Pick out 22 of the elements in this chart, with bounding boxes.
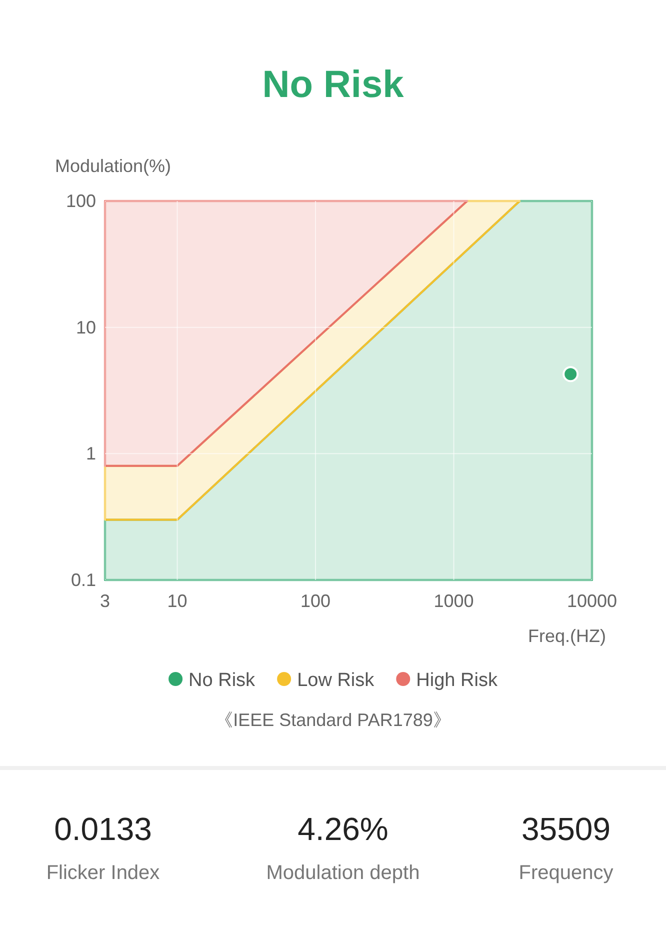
text: 35509 (522, 811, 610, 847)
legend-label: No Risk (188, 670, 256, 691)
text: 4.26% (298, 811, 388, 847)
legend-label: High Risk (416, 670, 498, 691)
x-tick-label: 100 (300, 591, 331, 611)
x-tick-label: 3 (100, 591, 110, 611)
x-tick-label: 1000 (434, 591, 474, 611)
text: 0.0133 (54, 811, 152, 847)
x-axis-title: Freq.(HZ) (528, 626, 606, 646)
y-axis-title: Modulation(%) (55, 156, 172, 176)
text: 《IEEE Standard PAR1789》 (215, 710, 451, 730)
y-tick-label: 1 (86, 444, 96, 464)
y-tick-label: 10 (76, 317, 96, 338)
x-tick-label: 10 (167, 591, 188, 611)
chart-title: No Risk (262, 64, 405, 106)
y-tick-label: 0.1 (70, 570, 96, 590)
legend-label: Low Risk (297, 670, 375, 691)
text: Frequency (518, 862, 614, 884)
text: Flicker Index (46, 862, 160, 884)
x-tick-label: 10000 (566, 591, 618, 611)
text: Modulation depth (266, 862, 420, 884)
y-tick-label: 100 (66, 191, 96, 211)
